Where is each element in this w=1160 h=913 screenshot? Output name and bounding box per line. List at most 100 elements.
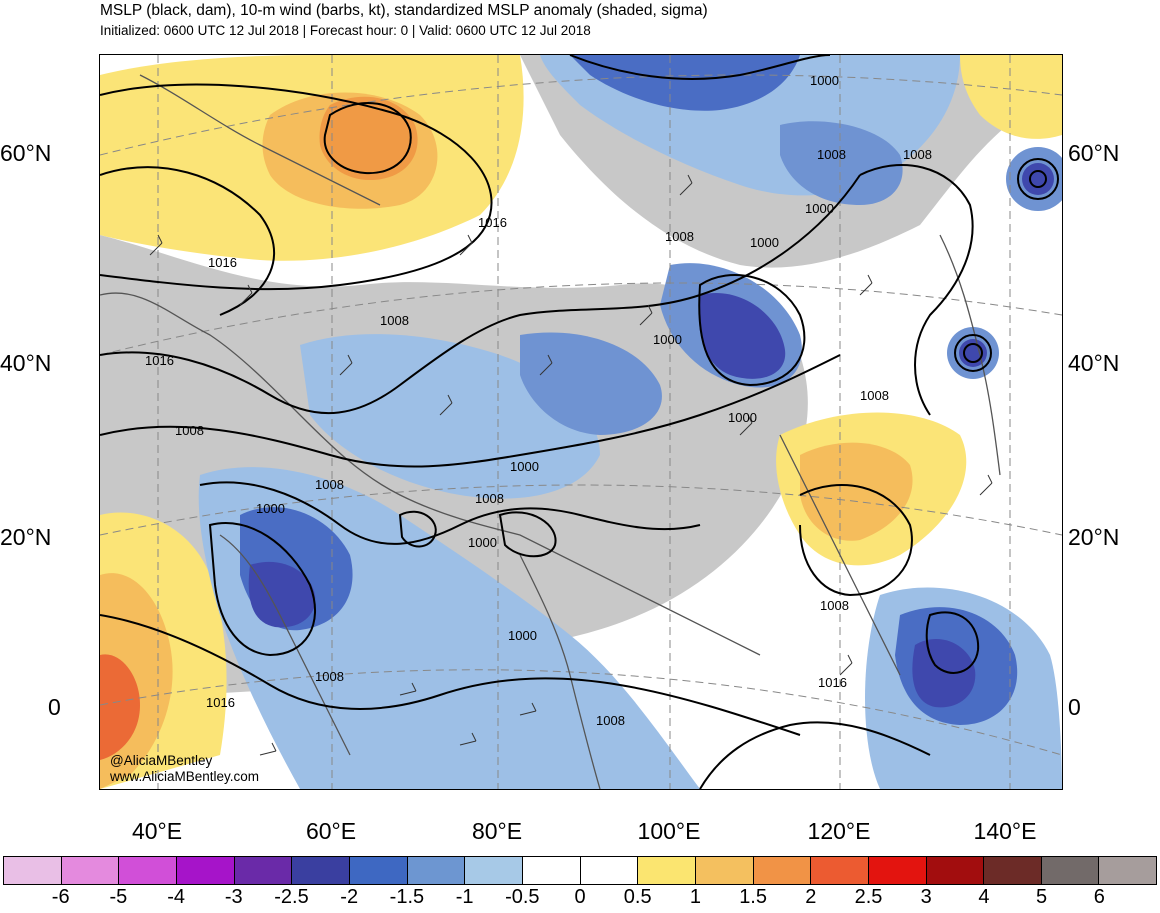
colorbar-segment xyxy=(580,857,639,884)
graticule xyxy=(100,55,1062,789)
lat-label-40n-left: 40°N xyxy=(0,350,52,376)
isobar-labels: 1016 1016 1016 1008 1008 1000 1008 1016 … xyxy=(145,73,932,728)
lon-label-60e: 60°E xyxy=(305,818,357,844)
colorbar-label: 5 xyxy=(1036,886,1048,908)
isobar-label: 1016 xyxy=(478,215,507,230)
colorbar-segment xyxy=(926,857,985,884)
colorbar-segment xyxy=(1041,857,1100,884)
colorbar-label: -0.5 xyxy=(505,886,540,908)
colorbar-segment xyxy=(234,857,293,884)
low-isobar-ring-outer xyxy=(954,334,992,372)
isobar-label: 1000 xyxy=(728,410,757,425)
isobar-label: 1000 xyxy=(508,628,537,643)
isobar-label: 1008 xyxy=(596,713,625,728)
colorbar-segment xyxy=(868,857,927,884)
isobar-label: 1000 xyxy=(805,201,834,216)
wind-barbs xyxy=(149,174,993,756)
colorbar-segment xyxy=(753,857,812,884)
low-isobar-kamchatka-inner xyxy=(1029,170,1047,188)
colorbar-label: 2.5 xyxy=(854,886,883,908)
isobar-label: 1000 xyxy=(468,535,497,550)
negative-anomaly-siberia xyxy=(780,121,903,205)
colorbar-segment xyxy=(1099,857,1157,884)
isobars xyxy=(100,55,980,789)
colorbar-label: -1 xyxy=(455,886,474,908)
colorbar-segment xyxy=(349,857,408,884)
negative-anomaly-tibet xyxy=(520,332,662,435)
colorbar-segment xyxy=(119,857,177,884)
isobar-label: 1008 xyxy=(820,598,849,613)
lon-label-80e: 80°E xyxy=(471,818,523,844)
colorbar-segment xyxy=(522,857,581,884)
isobar-label: 1008 xyxy=(860,388,889,403)
isobar-label: 1008 xyxy=(315,477,344,492)
lat-label-20n-right: 20°N xyxy=(1068,524,1120,550)
isobar-label: 1000 xyxy=(810,73,839,88)
negative-anomaly-pacific-core xyxy=(912,639,976,708)
coastlines xyxy=(100,74,1001,789)
isobar-label: 1008 xyxy=(175,423,204,438)
credit-handle: @AliciaMBentley xyxy=(110,753,213,768)
isobar-label: 1016 xyxy=(206,695,235,710)
map-panel: 1016 1016 1016 1008 1008 1000 1008 1016 … xyxy=(99,54,1063,790)
colorbar-segment xyxy=(638,857,696,884)
lat-label-0-left: 0 xyxy=(48,694,61,720)
isobar-label: 1000 xyxy=(750,235,779,250)
isobar-label: 1000 xyxy=(510,459,539,474)
colorbar-label: 2 xyxy=(805,886,817,908)
low-isobar-ring-inner xyxy=(963,343,983,363)
lon-label-100e: 100°E xyxy=(637,818,701,844)
isobar-label: 1008 xyxy=(903,147,932,162)
lon-label-140e: 140°E xyxy=(973,818,1037,844)
colorbar-label: 0 xyxy=(574,886,586,908)
colorbar-segment xyxy=(4,857,62,884)
colorbar-label: 0.5 xyxy=(623,886,652,908)
isobar-label: 1016 xyxy=(818,675,847,690)
isobar-label: 1008 xyxy=(380,313,409,328)
lat-label-0-right: 0 xyxy=(1068,694,1081,720)
colorbar-label: 4 xyxy=(978,886,990,908)
colorbar-label: 3 xyxy=(920,886,932,908)
isobar-label: 1008 xyxy=(817,147,846,162)
lat-label-60n-left: 60°N xyxy=(0,140,52,166)
colorbar-segment xyxy=(695,857,754,884)
isobar-label: 1008 xyxy=(665,229,694,244)
colorbar-segment xyxy=(465,857,523,884)
anomaly-colorbar xyxy=(3,856,1157,885)
isobar-label: 1008 xyxy=(315,669,344,684)
positive-anomaly-africa-core xyxy=(100,654,140,760)
chart-title: MSLP (black, dam), 10-m wind (barbs, kt)… xyxy=(100,2,708,19)
positive-anomaly-japan-inner xyxy=(800,442,913,541)
colorbar-segment xyxy=(984,857,1042,884)
colorbar-label: -1.5 xyxy=(389,886,425,908)
isobar-label: 1000 xyxy=(256,501,285,516)
isobar-label: 1008 xyxy=(475,491,504,506)
negative-anomaly-mongolia-core xyxy=(698,293,786,379)
colorbar-label: -2.5 xyxy=(274,886,309,908)
colorbar-label: -6 xyxy=(51,886,70,908)
low-anomaly-kamchatka-core xyxy=(1022,163,1054,195)
lon-label-120e: 120°E xyxy=(807,818,871,844)
isobar-label: 1000 xyxy=(653,332,682,347)
isobar-label: 1016 xyxy=(145,353,174,368)
colorbar-label: 1.5 xyxy=(739,886,767,908)
colorbar-segment xyxy=(176,857,235,884)
low-isobar-kamchatka-outer xyxy=(1017,158,1059,200)
colorbar-label: 6 xyxy=(1093,886,1105,908)
colorbar-segment xyxy=(292,857,350,884)
colorbar-segment xyxy=(61,857,120,884)
map-canvas: 1016 1016 1016 1008 1008 1000 1008 1016 … xyxy=(100,55,1062,789)
lat-label-20n-left: 20°N xyxy=(0,524,52,550)
isobar-label: 1016 xyxy=(208,255,237,270)
colorbar-label: -4 xyxy=(167,886,185,908)
positive-anomaly-kamchatka xyxy=(960,55,1062,139)
positive-anomaly-core xyxy=(319,96,418,180)
negative-anomaly-arctic-core xyxy=(570,55,800,111)
chart-subtitle: Initialized: 0600 UTC 12 Jul 2018 | Fore… xyxy=(100,23,591,38)
lat-label-40n-right: 40°N xyxy=(1068,350,1120,376)
colorbar-label: -5 xyxy=(109,886,128,908)
colorbar-segment xyxy=(407,857,466,884)
credit-site: www.AliciaMBentley.com xyxy=(110,769,260,784)
colorbar-label: -2 xyxy=(340,886,359,908)
colorbar-label: 1 xyxy=(689,886,701,908)
